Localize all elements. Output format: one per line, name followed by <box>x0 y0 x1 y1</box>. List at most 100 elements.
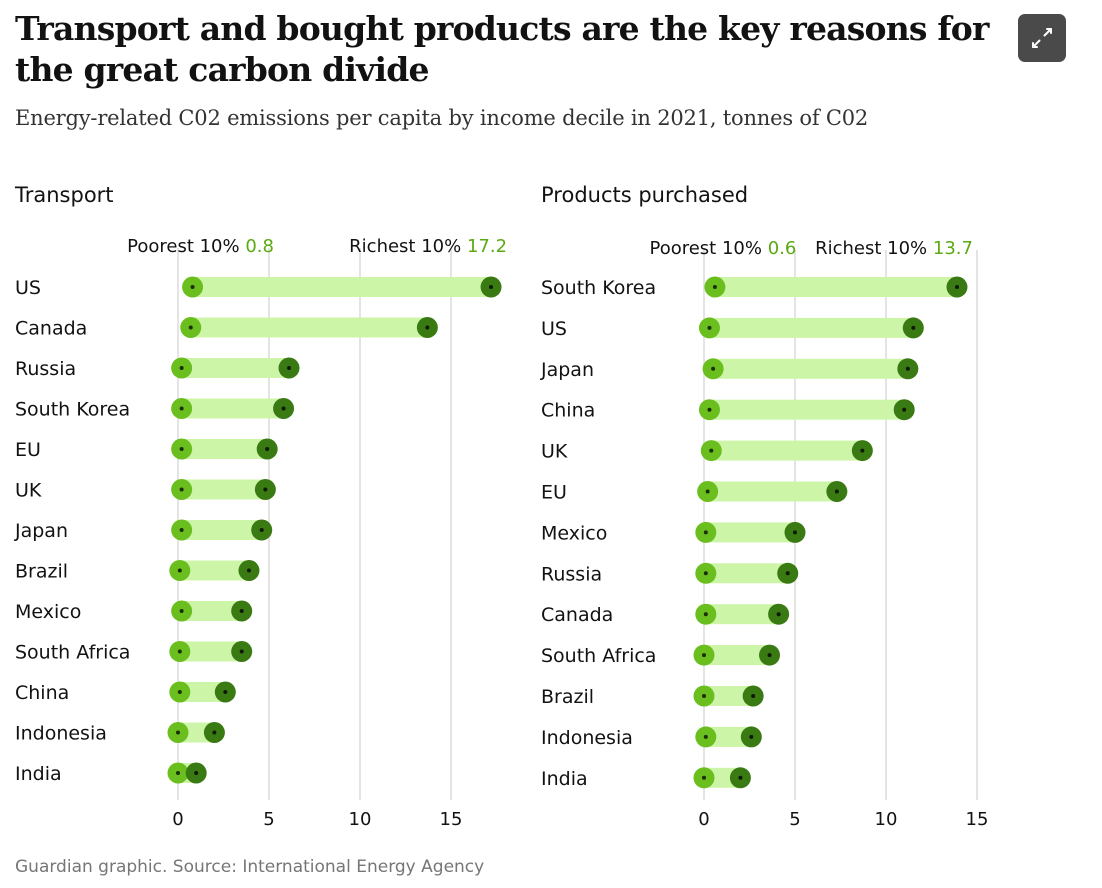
row-us: US <box>15 276 502 299</box>
richest-dot-center <box>738 775 743 780</box>
row-label: China <box>15 682 69 704</box>
legend-poorest-value: 0.8 <box>245 236 274 257</box>
row-label: Canada <box>541 604 613 626</box>
richest-dot-center <box>793 530 797 535</box>
chart-panel-transport: Transport 0 5 10 15 US Canada Russia South Korea… <box>14 183 507 830</box>
range-bar <box>181 358 290 378</box>
row-mexico: Mexico <box>15 600 253 623</box>
range-bar <box>711 440 863 461</box>
poorest-dot-center <box>179 609 184 613</box>
richest-dot-center <box>281 406 286 411</box>
row-label: Russia <box>15 358 76 380</box>
row-label: India <box>15 763 62 785</box>
row-canada: Canada <box>541 603 790 626</box>
row-label: Japan <box>14 520 68 542</box>
row-us: US <box>541 317 924 340</box>
legend-poorest: Poorest 10% 0.8 <box>127 236 274 257</box>
poorest-dot-center <box>707 325 712 330</box>
expand-arrows-icon <box>1032 28 1052 48</box>
legend-richest: Richest 10% 17.2 <box>349 236 507 257</box>
x-tick-label: 15 <box>966 809 989 830</box>
x-tick-label: 5 <box>263 809 274 830</box>
row-label: South Africa <box>15 642 130 664</box>
richest-dot-center <box>767 653 772 658</box>
row-china: China <box>541 399 915 422</box>
range-bar <box>714 277 957 297</box>
row-brazil: Brazil <box>15 560 260 583</box>
range-bar <box>181 520 262 540</box>
richest-dot-center <box>911 325 916 330</box>
poorest-dot-center <box>709 448 714 453</box>
range-bar <box>192 277 492 297</box>
poorest-dot-center <box>190 285 195 289</box>
row-label: Russia <box>541 563 602 585</box>
row-eu: EU <box>541 481 848 504</box>
richest-dot-center <box>785 571 790 576</box>
richest-dot-center <box>902 407 907 412</box>
expand-button[interactable] <box>1018 14 1066 62</box>
row-indonesia: Indonesia <box>541 726 762 749</box>
legend-poorest-value: 0.6 <box>768 238 797 259</box>
panel-title: Products purchased <box>541 183 748 207</box>
legend-richest-label: Richest 10% <box>815 238 933 259</box>
legend-richest: Richest 10% 13.7 <box>815 238 973 259</box>
chart-subtitle: Energy-related C02 emissions per capita … <box>15 106 869 130</box>
dumbbell-charts: Transport 0 5 10 15 US Canada Russia South Korea… <box>14 183 989 830</box>
poorest-dot-center <box>702 694 706 698</box>
poorest-dot-center <box>177 690 182 694</box>
poorest-dot-center <box>711 366 716 371</box>
row-label: Canada <box>15 318 87 340</box>
legend-richest-value: 17.2 <box>467 236 507 257</box>
x-tick-label: 10 <box>349 809 372 830</box>
row-label: EU <box>15 439 41 461</box>
richest-dot-center <box>287 366 292 370</box>
poorest-dot-center <box>188 325 193 330</box>
row-label: Mexico <box>15 601 81 623</box>
poorest-dot-center <box>179 487 184 492</box>
legend-richest-label: Richest 10% <box>349 236 467 257</box>
row-russia: Russia <box>541 562 799 585</box>
poorest-dot-center <box>707 407 712 412</box>
richest-dot-center <box>776 612 781 617</box>
range-bar <box>704 686 754 706</box>
richest-dot-center <box>265 447 270 451</box>
x-tick-label: 0 <box>172 809 183 830</box>
range-bar <box>705 563 788 584</box>
poorest-dot-center <box>703 571 708 576</box>
poorest-dot-center <box>712 285 717 289</box>
legend-poorest-label: Poorest 10% <box>649 238 767 259</box>
range-bar <box>181 601 242 621</box>
range-bar <box>704 645 770 666</box>
range-bar <box>713 358 908 379</box>
row-label: US <box>541 318 567 340</box>
row-china: China <box>15 681 236 704</box>
row-indonesia: Indonesia <box>15 722 225 745</box>
richest-dot-center <box>425 325 430 330</box>
row-russia: Russia <box>15 357 300 380</box>
x-tick-label: 15 <box>440 809 463 830</box>
range-bar <box>707 481 837 502</box>
row-south-korea: South Korea <box>15 398 295 421</box>
range-bar <box>181 439 268 459</box>
richest-dot-center <box>239 609 244 613</box>
richest-dot-center <box>246 568 251 573</box>
poorest-dot-center <box>703 612 708 617</box>
richest-dot-center <box>860 448 865 453</box>
range-bar <box>179 641 242 662</box>
row-south-africa: South Africa <box>15 641 253 664</box>
range-bar <box>705 726 752 747</box>
row-label: South Africa <box>541 645 656 667</box>
row-japan: Japan <box>14 519 273 542</box>
x-tick-label: 5 <box>789 809 800 830</box>
poorest-dot-center <box>703 734 708 739</box>
row-label: India <box>541 768 588 790</box>
richest-dot-center <box>834 489 839 494</box>
row-uk: UK <box>541 440 873 463</box>
chart-headline: Transport and bought products are the ke… <box>15 9 989 89</box>
row-south-africa: South Africa <box>541 644 781 667</box>
row-label: EU <box>541 482 567 504</box>
richest-dot-center <box>905 366 910 371</box>
richest-dot-center <box>239 649 244 654</box>
poorest-dot-center <box>179 366 184 370</box>
row-label: Brazil <box>15 561 68 583</box>
